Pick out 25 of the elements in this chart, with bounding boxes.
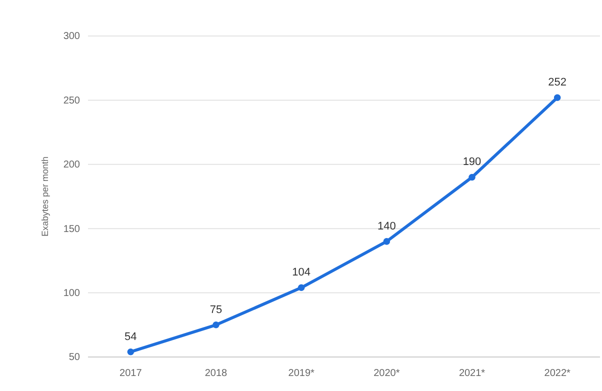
x-tick-label: 2020*	[374, 368, 400, 380]
point	[298, 284, 305, 292]
data-label: 190	[462, 156, 482, 168]
y-tick-label: 50	[68, 352, 80, 364]
point	[383, 238, 390, 245]
y-tick-label: 250	[63, 95, 80, 106]
data-label: 75	[210, 304, 222, 316]
x-tick-label: 2019*	[288, 368, 315, 380]
x-tick-label: 2022*	[544, 368, 571, 380]
point	[554, 94, 561, 102]
y-tick-label: 150	[63, 224, 80, 235]
point	[127, 348, 134, 356]
point	[212, 322, 220, 328]
y-axis-title: Exabytes per month	[40, 156, 50, 237]
y-tick-label: 100	[63, 288, 80, 299]
x-tick-label: 2018	[204, 368, 228, 380]
data-label: 54	[124, 330, 137, 343]
y-tick-label: 200	[63, 160, 80, 171]
data-label: 104	[292, 266, 311, 279]
x-tick-label: 2017	[120, 368, 142, 380]
point	[468, 174, 476, 181]
y-tick-label: 300	[63, 31, 80, 42]
x-tick-label: 2021*	[458, 368, 486, 380]
data-label: 252	[548, 76, 567, 89]
data-label: 140	[377, 220, 396, 232]
